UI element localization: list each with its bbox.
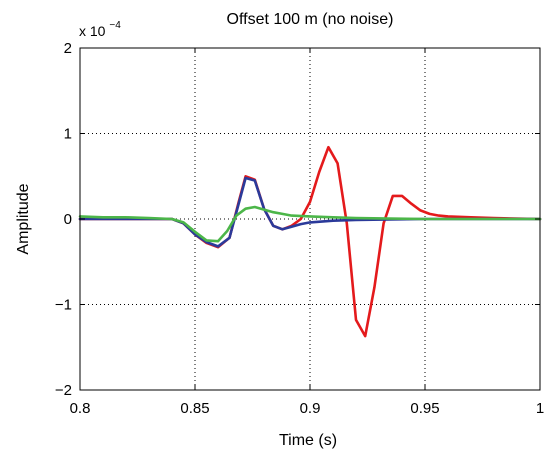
y-axis-exponent: x 10 −4	[79, 20, 121, 39]
tick-layer: 0.8 0.85 0.9 0.95 1 −2 −1 0 1 2	[55, 40, 544, 417]
y-tick-label: −1	[55, 297, 72, 314]
chart-title: Offset 100 m (no noise)	[227, 11, 394, 28]
y-axis-exponent-base: x 10	[79, 23, 106, 39]
x-tick-label: 0.95	[410, 400, 439, 417]
x-tick-label: 0.9	[300, 400, 321, 417]
y-axis-exponent-power: −4	[109, 20, 121, 31]
x-tick-label: 0.8	[70, 400, 91, 417]
y-tick-label: 0	[64, 211, 72, 228]
series-layer	[78, 145, 542, 338]
y-axis-label: Amplitude	[15, 183, 32, 254]
x-tick-label: 1	[536, 400, 544, 417]
series-line	[78, 205, 542, 243]
x-tick-label: 0.85	[180, 400, 209, 417]
y-tick-label: −2	[55, 382, 72, 399]
y-tick-label: 2	[64, 40, 72, 57]
y-tick-label: 1	[64, 126, 72, 143]
x-axis-label: Time (s)	[279, 432, 337, 449]
